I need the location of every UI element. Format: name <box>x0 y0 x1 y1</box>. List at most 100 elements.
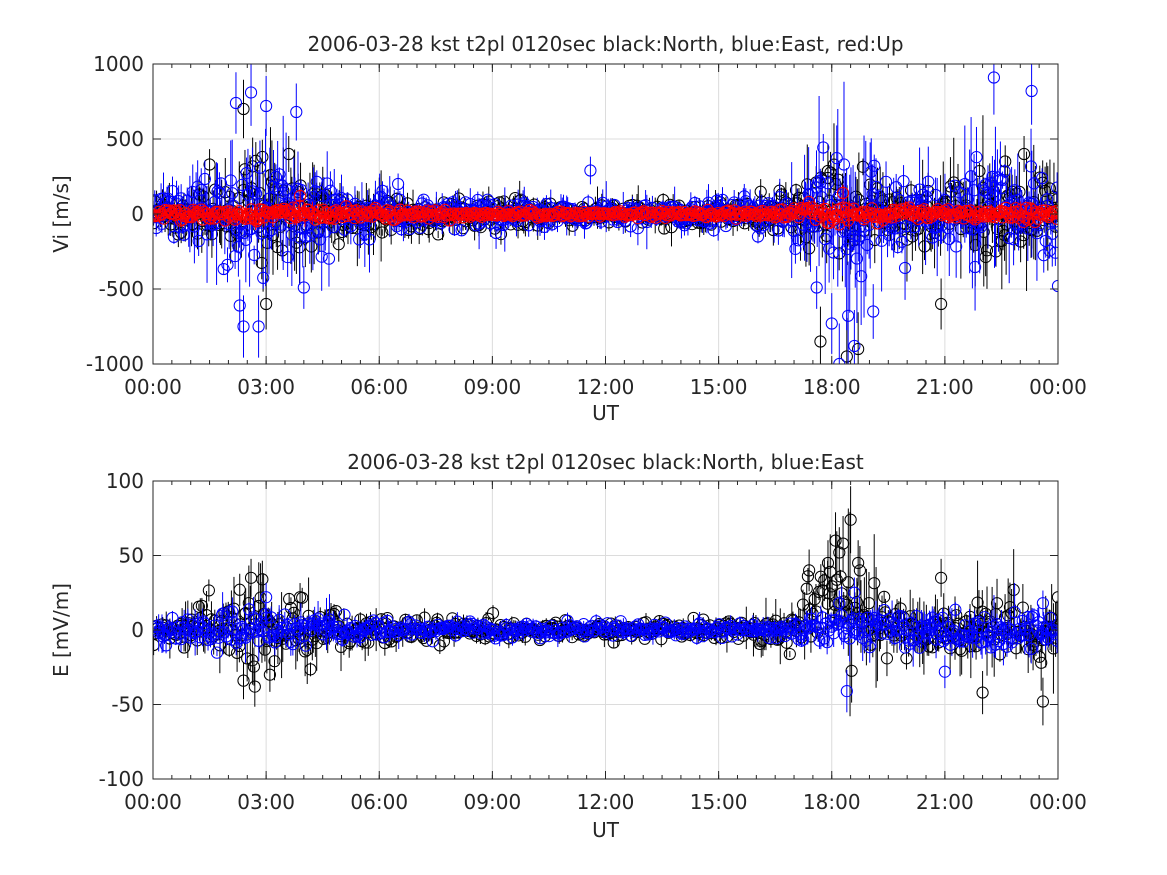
data-point <box>248 213 261 226</box>
data-point <box>848 339 861 353</box>
data-point <box>904 610 917 623</box>
data-point <box>877 213 890 227</box>
data-point <box>837 158 851 171</box>
data-point <box>611 208 625 221</box>
data-point <box>1051 181 1058 194</box>
data-point <box>1007 233 1020 246</box>
data-point <box>945 185 958 198</box>
data-point <box>821 177 834 190</box>
data-point <box>926 641 939 654</box>
data-point <box>830 152 843 165</box>
data-point <box>230 646 244 660</box>
data-point <box>668 206 681 219</box>
data-point <box>920 190 933 203</box>
data-point <box>867 305 880 318</box>
data-point <box>879 175 893 188</box>
data-point <box>943 232 956 246</box>
data-point <box>950 609 963 622</box>
data-point <box>824 565 837 578</box>
data-point <box>796 598 810 611</box>
x-tick-label: 21:00 <box>916 375 974 399</box>
data-point <box>273 168 286 181</box>
data-point <box>980 244 994 257</box>
data-point <box>237 320 250 333</box>
data-point <box>281 251 294 264</box>
data-point <box>481 193 494 206</box>
y-axis: -1000 -500 0 500 1000 <box>86 52 1058 376</box>
data-point <box>926 231 939 244</box>
data-point <box>869 180 883 193</box>
data-point <box>318 211 331 224</box>
data-point <box>587 206 601 219</box>
data-point <box>232 240 245 253</box>
x-tick-label: 00:00 <box>124 375 182 399</box>
data-point <box>563 207 576 220</box>
data-point <box>277 186 290 200</box>
data-point <box>202 584 215 597</box>
data-point <box>494 227 508 241</box>
data-point <box>707 224 720 237</box>
data-point <box>363 233 376 246</box>
data-point <box>403 222 417 235</box>
data-point <box>462 209 475 222</box>
data-point <box>697 207 710 221</box>
data-point <box>276 179 289 192</box>
data-point <box>664 209 677 222</box>
data-point <box>922 175 935 188</box>
data-point <box>885 211 898 224</box>
data-point <box>810 281 823 294</box>
data-point <box>295 183 308 197</box>
x-tick-label: 15:00 <box>690 375 748 399</box>
data-point <box>974 617 987 631</box>
data-point <box>852 342 865 356</box>
data-point <box>433 639 446 652</box>
data-point <box>849 190 863 203</box>
data-point <box>800 582 813 595</box>
data-point <box>792 234 805 247</box>
data-point <box>989 190 1002 203</box>
data-point <box>300 221 313 235</box>
data-point <box>998 165 1011 178</box>
data-point <box>924 227 937 240</box>
data-point <box>716 193 729 206</box>
data-point <box>827 246 840 259</box>
data-point <box>263 192 276 205</box>
data-point <box>1017 147 1031 161</box>
plot-area <box>153 486 1058 726</box>
data-point <box>979 178 992 191</box>
data-point <box>237 102 250 116</box>
data-point <box>432 228 445 241</box>
data-point <box>413 222 426 236</box>
data-point <box>293 189 307 203</box>
data-point <box>1024 160 1038 173</box>
data-point <box>229 96 243 110</box>
data-point <box>175 226 188 239</box>
data-point <box>1047 207 1058 220</box>
data-point <box>191 180 204 193</box>
data-point <box>268 655 281 668</box>
data-point <box>299 645 312 658</box>
data-point <box>935 219 948 232</box>
data-point <box>827 158 841 171</box>
data-point <box>823 242 836 255</box>
data-point <box>958 177 971 191</box>
data-point <box>552 207 566 221</box>
data-point <box>321 177 334 190</box>
data-point <box>486 607 500 620</box>
data-point <box>153 194 161 207</box>
data-point <box>895 235 908 248</box>
data-point <box>376 226 389 239</box>
data-point <box>376 184 389 197</box>
x-tick-label: 03:00 <box>237 375 295 399</box>
data-point <box>861 238 874 252</box>
data-point <box>228 249 242 263</box>
data-point <box>250 215 263 228</box>
data-point <box>1012 211 1025 224</box>
data-point <box>346 221 359 235</box>
data-point <box>703 217 716 230</box>
data-point <box>836 186 850 200</box>
data-point <box>751 230 765 243</box>
data-point <box>214 177 228 190</box>
data-point <box>842 309 855 322</box>
data-point <box>987 71 1000 84</box>
